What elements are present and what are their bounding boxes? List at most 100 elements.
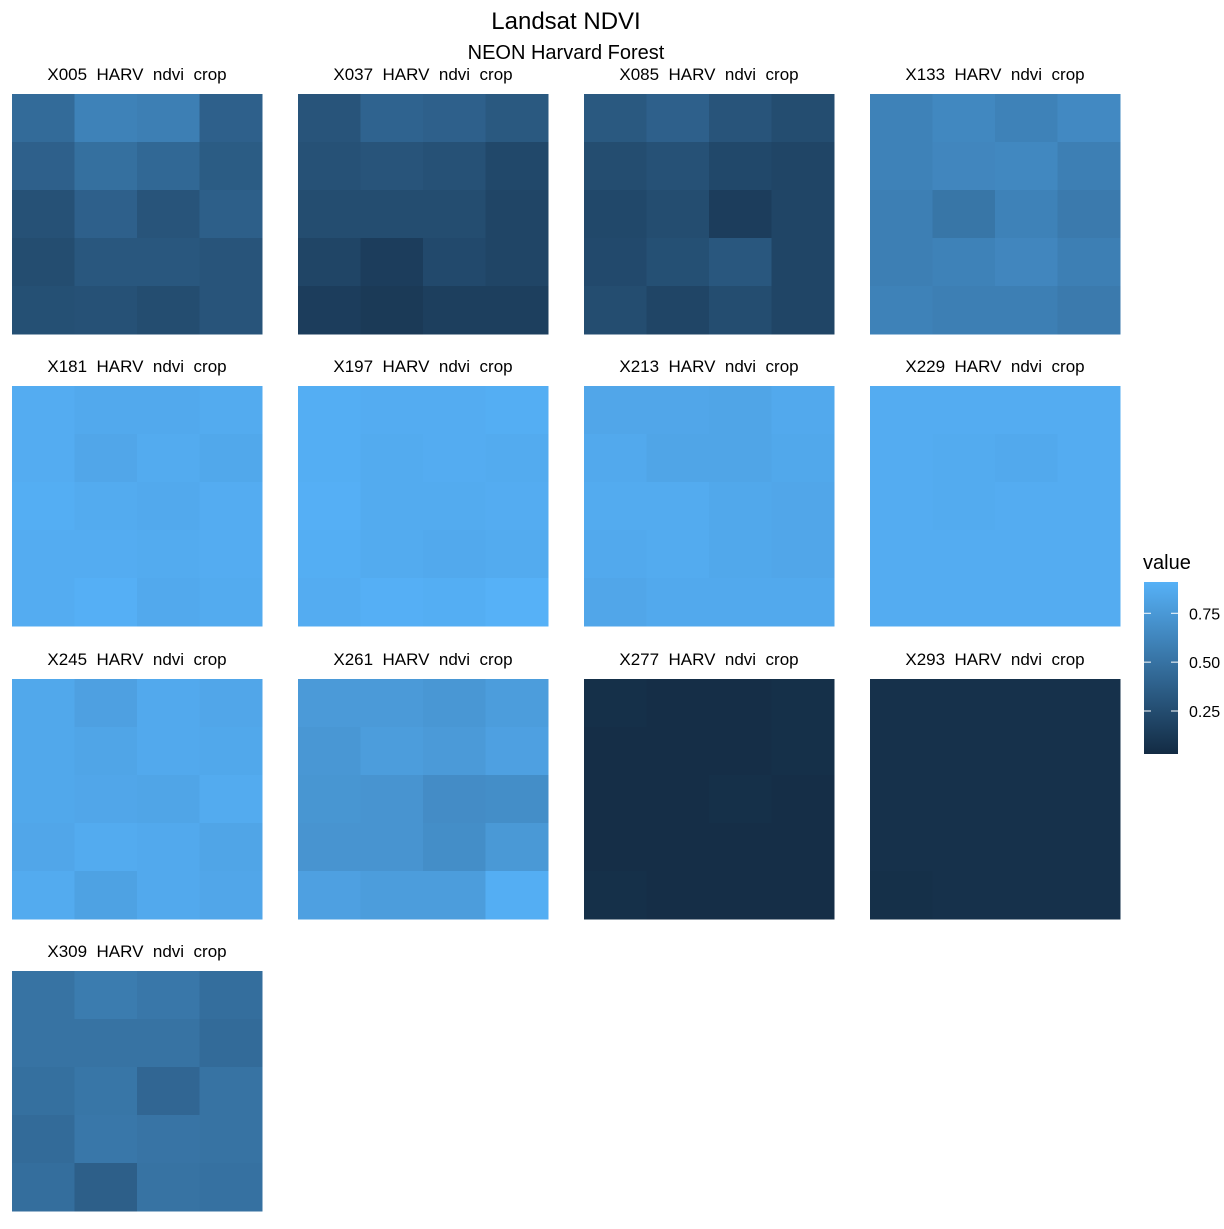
cell <box>995 727 1058 776</box>
facet-label: X277 HARV ndvi crop <box>619 650 798 669</box>
cell <box>360 775 424 824</box>
cell <box>584 238 647 287</box>
cell <box>932 142 996 191</box>
cell <box>995 823 1058 872</box>
cell <box>870 823 933 872</box>
cell <box>584 578 647 627</box>
cell <box>74 727 138 776</box>
cell <box>995 434 1058 483</box>
cell <box>298 434 361 483</box>
cell <box>995 190 1058 239</box>
cell <box>12 142 75 191</box>
facet-label: X197 HARV ndvi crop <box>333 357 512 376</box>
cell <box>12 190 75 239</box>
cell <box>199 871 263 920</box>
cell <box>74 823 138 872</box>
cell <box>423 679 486 728</box>
cell <box>423 190 486 239</box>
facet-label: X309 HARV ndvi crop <box>47 942 226 961</box>
cell <box>771 94 835 143</box>
cell <box>74 1115 138 1164</box>
cell <box>584 775 647 824</box>
cell <box>74 142 138 191</box>
cell <box>995 871 1058 920</box>
facet-label: X037 HARV ndvi crop <box>333 65 512 84</box>
cell <box>709 286 772 335</box>
cell <box>584 434 647 483</box>
cell <box>199 286 263 335</box>
cell <box>870 94 933 143</box>
cell <box>932 286 996 335</box>
cell <box>485 823 549 872</box>
facet-label: X245 HARV ndvi crop <box>47 650 226 669</box>
cell <box>771 578 835 627</box>
cell <box>423 286 486 335</box>
cell <box>870 727 933 776</box>
cell <box>360 190 424 239</box>
cell <box>870 578 933 627</box>
cell <box>709 142 772 191</box>
cell <box>709 578 772 627</box>
cell <box>360 434 424 483</box>
cell <box>870 530 933 579</box>
cell <box>12 679 75 728</box>
cell <box>584 679 647 728</box>
cell <box>709 530 772 579</box>
cell <box>771 482 835 531</box>
cell <box>932 727 996 776</box>
facet-label: X213 HARV ndvi crop <box>619 357 798 376</box>
cell <box>485 434 549 483</box>
cell <box>199 578 263 627</box>
legend-tick-label: 0.75 <box>1189 606 1220 623</box>
cell <box>360 679 424 728</box>
cell <box>584 94 647 143</box>
cell <box>74 871 138 920</box>
facet-label: X005 HARV ndvi crop <box>47 65 226 84</box>
cell <box>423 775 486 824</box>
cell <box>584 727 647 776</box>
cell <box>423 238 486 287</box>
cell <box>709 679 772 728</box>
cell <box>12 823 75 872</box>
cell <box>74 286 138 335</box>
cell <box>360 871 424 920</box>
cell <box>485 578 549 627</box>
cell <box>870 142 933 191</box>
cell <box>12 727 75 776</box>
cell <box>298 286 361 335</box>
facet-label: X293 HARV ndvi crop <box>905 650 1084 669</box>
cell <box>298 775 361 824</box>
facet-label: X085 HARV ndvi crop <box>619 65 798 84</box>
cell <box>360 94 424 143</box>
cell <box>932 386 996 435</box>
cell <box>137 386 200 435</box>
legend-tick-label: 0.50 <box>1189 655 1220 672</box>
cell <box>485 238 549 287</box>
cell <box>1057 578 1121 627</box>
cell <box>932 434 996 483</box>
facet-label: X229 HARV ndvi crop <box>905 357 1084 376</box>
cell <box>709 386 772 435</box>
cell <box>584 482 647 531</box>
cell <box>74 190 138 239</box>
cell <box>74 971 138 1020</box>
cell <box>584 530 647 579</box>
cell <box>199 823 263 872</box>
cell <box>932 679 996 728</box>
legend-colorbar <box>1144 582 1178 754</box>
cell <box>12 386 75 435</box>
cell <box>932 482 996 531</box>
cell <box>709 823 772 872</box>
cell <box>298 727 361 776</box>
cell <box>485 530 549 579</box>
cell <box>360 142 424 191</box>
cell <box>870 679 933 728</box>
cell <box>932 578 996 627</box>
cell <box>137 1019 200 1068</box>
cell <box>298 871 361 920</box>
cell <box>12 482 75 531</box>
cell <box>485 190 549 239</box>
cell <box>298 142 361 191</box>
cell <box>584 142 647 191</box>
